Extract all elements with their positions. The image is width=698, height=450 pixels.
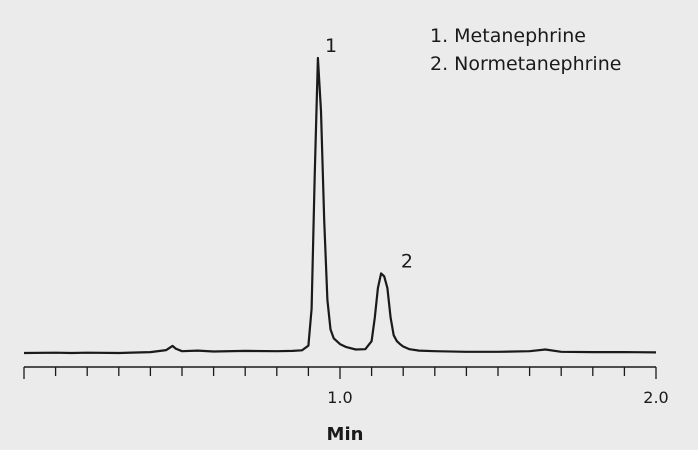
peak-label-2: 2 bbox=[401, 250, 413, 272]
x-tick-label: 2.0 bbox=[643, 388, 668, 407]
legend: 1. Metanephrine 2. Normetanephrine bbox=[430, 25, 621, 75]
signal-trace-0 bbox=[23, 56, 657, 355]
x-axis: 1.0 2.0 bbox=[23, 366, 669, 407]
peak-label-1: 1 bbox=[325, 35, 337, 57]
x-axis-title: Min bbox=[327, 424, 364, 445]
legend-entry-1: 1. Metanephrine bbox=[430, 25, 586, 47]
peak-labels: 12 bbox=[325, 35, 413, 272]
x-tick-label: 1.0 bbox=[327, 388, 352, 407]
legend-entry-2: 2. Normetanephrine bbox=[430, 53, 621, 75]
signal-layer bbox=[23, 56, 657, 355]
